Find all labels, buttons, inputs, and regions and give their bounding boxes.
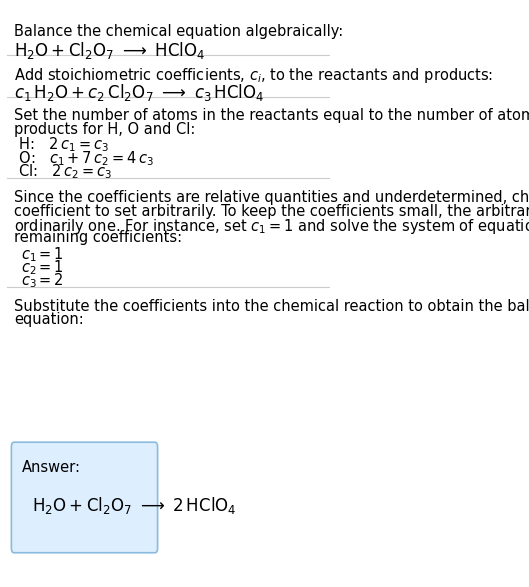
Text: O:   $c_1 + 7\,c_2 = 4\,c_3$: O: $c_1 + 7\,c_2 = 4\,c_3$ bbox=[14, 149, 154, 167]
Text: remaining coefficients:: remaining coefficients: bbox=[14, 231, 182, 245]
Text: Answer:: Answer: bbox=[22, 460, 81, 475]
Text: coefficient to set arbitrarily. To keep the coefficients small, the arbitrary va: coefficient to set arbitrarily. To keep … bbox=[14, 204, 529, 219]
FancyBboxPatch shape bbox=[12, 442, 158, 553]
Text: Since the coefficients are relative quantities and underdetermined, choose a: Since the coefficients are relative quan… bbox=[14, 191, 529, 205]
Text: ordinarily one. For instance, set $c_1 = 1$ and solve the system of equations fo: ordinarily one. For instance, set $c_1 =… bbox=[14, 217, 529, 236]
Text: Balance the chemical equation algebraically:: Balance the chemical equation algebraica… bbox=[14, 25, 343, 39]
Text: H:   $2\,c_1 = c_3$: H: $2\,c_1 = c_3$ bbox=[14, 136, 109, 154]
Text: $\mathrm{H_2O + Cl_2O_7 \ \longrightarrow \ 2\,HClO_4}$: $\mathrm{H_2O + Cl_2O_7 \ \longrightarro… bbox=[32, 495, 236, 516]
Text: $c_1 = 1$: $c_1 = 1$ bbox=[21, 245, 63, 264]
Text: $c_2 = 1$: $c_2 = 1$ bbox=[21, 258, 63, 277]
Text: $\mathrm{H_2O + Cl_2O_7 \ \longrightarrow \ HClO_4}$: $\mathrm{H_2O + Cl_2O_7 \ \longrightarro… bbox=[14, 40, 205, 61]
Text: Set the number of atoms in the reactants equal to the number of atoms in the: Set the number of atoms in the reactants… bbox=[14, 109, 529, 123]
Text: $c_3 = 2$: $c_3 = 2$ bbox=[21, 272, 63, 290]
Text: Cl:   $2\,c_2 = c_3$: Cl: $2\,c_2 = c_3$ bbox=[14, 162, 112, 181]
Text: Add stoichiometric coefficients, $c_i$, to the reactants and products:: Add stoichiometric coefficients, $c_i$, … bbox=[14, 66, 493, 85]
Text: $c_1\,\mathrm{H_2O} + c_2\,\mathrm{Cl_2O_7} \ \longrightarrow \ c_3\,\mathrm{HCl: $c_1\,\mathrm{H_2O} + c_2\,\mathrm{Cl_2O… bbox=[14, 82, 264, 103]
Text: Substitute the coefficients into the chemical reaction to obtain the balanced: Substitute the coefficients into the che… bbox=[14, 299, 529, 313]
Text: products for H, O and Cl:: products for H, O and Cl: bbox=[14, 122, 195, 137]
Text: equation:: equation: bbox=[14, 312, 84, 327]
